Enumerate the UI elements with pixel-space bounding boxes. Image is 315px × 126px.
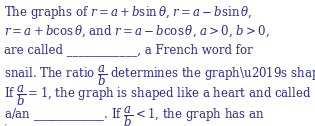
Text: $r = a + b\cos\theta$, and $r = a - b\cos\theta$, $a > 0$, $b > 0$,: $r = a + b\cos\theta$, and $r = a - b\co… [4,23,269,39]
Text: a/an ____________. If $\dfrac{a}{b} < 1$, the graph has an: a/an ____________. If $\dfrac{a}{b} < 1$… [4,104,265,126]
Text: are called ____________, a French word for: are called ____________, a French word f… [4,43,253,56]
Text: snail. The ratio $\dfrac{a}{b}$ determines the graph\u2019s shape.: snail. The ratio $\dfrac{a}{b}$ determin… [4,63,315,88]
Text: inner ________.: inner ________. [4,123,90,126]
Text: If $\dfrac{a}{b} = 1$, the graph is shaped like a heart and called: If $\dfrac{a}{b} = 1$, the graph is shap… [4,84,311,108]
Text: The graphs of $r = a + b\sin\theta$, $r = a - b\sin\theta$,: The graphs of $r = a + b\sin\theta$, $r … [4,4,252,21]
